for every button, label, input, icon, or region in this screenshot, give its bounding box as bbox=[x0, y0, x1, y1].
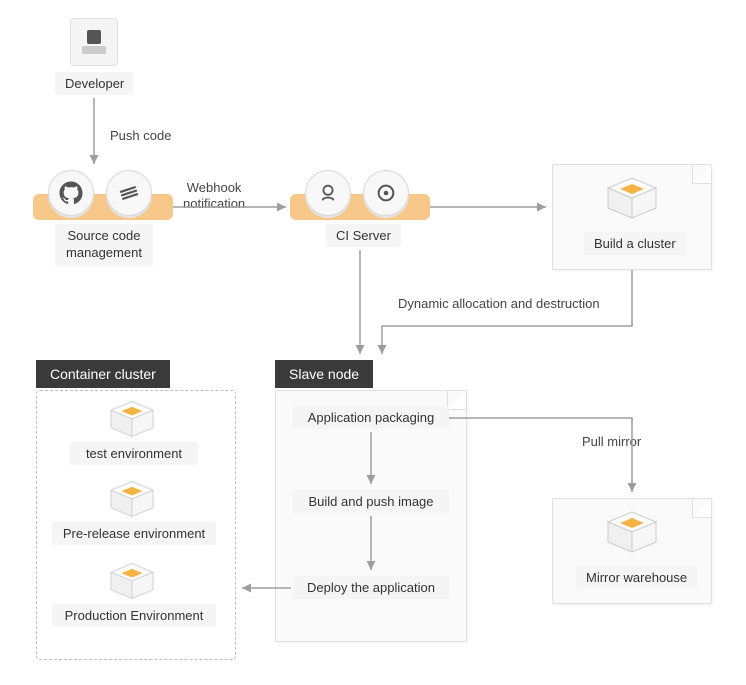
step-deploy: Deploy the application bbox=[293, 576, 449, 599]
mirror-warehouse-label: Mirror warehouse bbox=[576, 566, 697, 589]
developer-icon bbox=[70, 18, 118, 66]
build-cluster-label: Build a cluster bbox=[584, 232, 686, 255]
developer-label: Developer bbox=[55, 72, 133, 95]
jenkins-icon bbox=[305, 170, 351, 216]
mirror-warehouse-box-icon bbox=[600, 508, 664, 556]
test-env-box-icon bbox=[104, 398, 160, 440]
ci-tool-icon bbox=[363, 170, 409, 216]
slave-node-header: Slave node bbox=[275, 360, 373, 388]
pull-mirror-label: Pull mirror bbox=[582, 434, 641, 449]
step-build-push: Build and push image bbox=[293, 490, 449, 513]
prod-env-label: Production Environment bbox=[52, 604, 216, 627]
build-cluster-box-icon bbox=[600, 174, 664, 222]
ciserver-label: CI Server bbox=[326, 224, 401, 247]
test-env-label: test environment bbox=[70, 442, 198, 465]
push-code-label: Push code bbox=[110, 128, 171, 143]
sourcegraph-icon bbox=[106, 170, 152, 216]
scm-label: Source codemanagement bbox=[55, 224, 153, 266]
prod-env-box-icon bbox=[104, 560, 160, 602]
step-packaging: Application packaging bbox=[293, 406, 449, 429]
pre-env-box-icon bbox=[104, 478, 160, 520]
dynamic-label: Dynamic allocation and destruction bbox=[398, 296, 600, 311]
pre-env-label: Pre-release environment bbox=[52, 522, 216, 545]
scm-text: Source codemanagement bbox=[66, 228, 142, 260]
github-icon bbox=[48, 170, 94, 216]
container-cluster-header: Container cluster bbox=[36, 360, 170, 388]
webhook-label: Webhooknotification bbox=[183, 180, 245, 213]
